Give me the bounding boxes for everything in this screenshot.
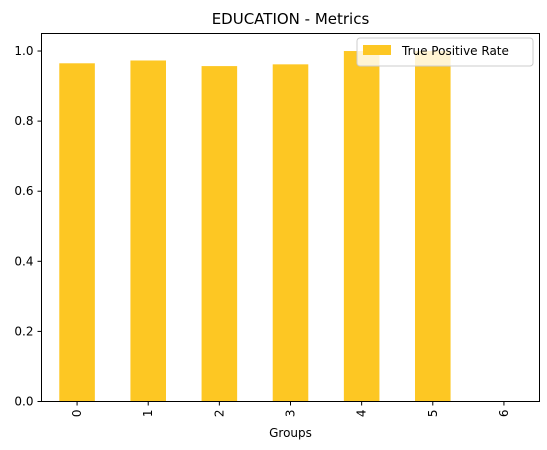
legend-swatch	[363, 45, 391, 55]
bar-3	[272, 64, 309, 402]
y-tick-label: 0.0	[14, 395, 33, 409]
bars-group	[59, 51, 451, 402]
y-tick-label: 0.2	[14, 324, 33, 338]
bar-4	[343, 51, 380, 402]
x-tick-label: 4	[355, 410, 369, 418]
bar-0	[59, 63, 95, 402]
y-tick-label: 1.0	[14, 44, 33, 58]
legend-box	[356, 37, 534, 67]
x-axis-ticks: 0 1 2 3 4 5 6	[70, 401, 511, 418]
x-tick-label: 6	[497, 410, 511, 418]
x-tick-label: 1	[141, 410, 155, 418]
x-axis-label: Groups	[269, 426, 312, 440]
legend-label: True Positive Rate	[401, 44, 509, 58]
bar-5	[415, 51, 451, 402]
legend: True Positive Rate	[356, 37, 534, 67]
bar-1	[130, 60, 166, 402]
bar-2	[201, 66, 238, 402]
x-tick-label: 3	[284, 410, 298, 418]
chart-title: EDUCATION - Metrics	[212, 10, 370, 28]
y-tick-label: 0.4	[14, 254, 33, 268]
y-tick-label: 0.6	[14, 184, 33, 198]
y-axis-ticks: 0.0 0.2 0.4 0.6 0.8 1.0	[14, 44, 42, 409]
plot-frame	[41, 33, 540, 402]
y-tick-label: 0.8	[14, 114, 33, 128]
x-tick-label: 5	[426, 410, 440, 418]
x-tick-label: 0	[70, 410, 84, 418]
x-tick-label: 2	[212, 410, 226, 418]
